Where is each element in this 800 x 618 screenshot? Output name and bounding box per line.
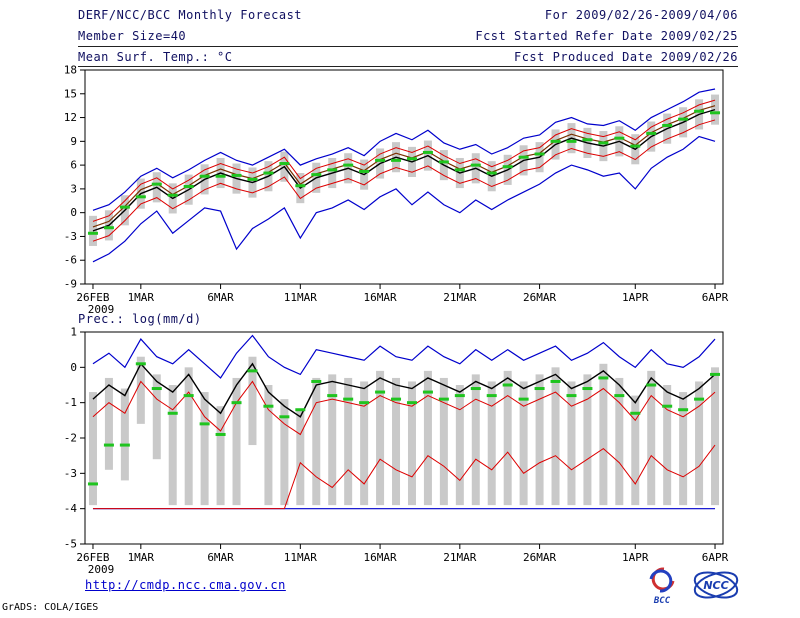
svg-text:2009: 2009 bbox=[88, 303, 115, 316]
svg-text:11MAR: 11MAR bbox=[284, 551, 317, 564]
svg-text:1: 1 bbox=[70, 326, 77, 339]
bcc-logo: BCC bbox=[638, 566, 686, 606]
svg-text:-1: -1 bbox=[64, 396, 77, 409]
svg-text:1MAR: 1MAR bbox=[128, 291, 155, 304]
svg-text:-5: -5 bbox=[64, 538, 77, 551]
svg-text:6MAR: 6MAR bbox=[207, 291, 234, 304]
ncc-logo-label: NCC bbox=[703, 579, 728, 592]
grads-credit: GrADS: COLA/IGES bbox=[2, 602, 99, 613]
page-title: DERF/NCC/BCC Monthly Forecast bbox=[78, 8, 303, 22]
svg-text:6: 6 bbox=[70, 159, 77, 172]
bcc-logo-label: BCC bbox=[653, 596, 671, 606]
svg-text:-2: -2 bbox=[64, 432, 77, 445]
svg-text:1APR: 1APR bbox=[622, 291, 649, 304]
bcc-logo-swirl-icon bbox=[649, 567, 675, 593]
ncc-logo-globe-icon: NCC bbox=[693, 571, 739, 599]
svg-text:1MAR: 1MAR bbox=[128, 551, 155, 564]
svg-text:12: 12 bbox=[64, 111, 77, 124]
svg-text:21MAR: 21MAR bbox=[443, 291, 476, 304]
svg-text:26FEB: 26FEB bbox=[76, 291, 109, 304]
svg-text:11MAR: 11MAR bbox=[284, 291, 317, 304]
svg-text:26MAR: 26MAR bbox=[523, 551, 556, 564]
svg-text:0: 0 bbox=[70, 206, 77, 219]
fcst-started-label: Fcst Started Refer Date 2009/02/25 bbox=[475, 29, 738, 43]
temperature-forecast-chart: -9 -6 -3 0 3 6 9 12 15 18 26FEB 1MAR 6MAR 11MAR 16MAR 2… bbox=[64, 64, 729, 317]
svg-text:26FEB: 26FEB bbox=[76, 551, 109, 564]
svg-text:21MAR: 21MAR bbox=[443, 551, 476, 564]
svg-text:2009: 2009 bbox=[88, 563, 115, 576]
cmdp-website-link[interactable]: http://cmdp.ncc.cma.gov.cn bbox=[85, 578, 286, 592]
svg-text:9: 9 bbox=[70, 135, 77, 148]
svg-text:6APR: 6APR bbox=[702, 291, 729, 304]
forecast-range: For 2009/02/26-2009/04/06 bbox=[544, 8, 738, 22]
svg-text:6APR: 6APR bbox=[702, 551, 729, 564]
svg-text:15: 15 bbox=[64, 87, 77, 100]
prec-chart-label: Prec.: log(mm/d) bbox=[78, 312, 202, 326]
svg-text:26MAR: 26MAR bbox=[523, 291, 556, 304]
svg-text:-9: -9 bbox=[64, 278, 77, 291]
fcst-produced-label: Fcst Produced Date 2009/02/26 bbox=[513, 50, 738, 64]
svg-text:18: 18 bbox=[64, 64, 77, 77]
member-size-label: Member Size=40 bbox=[78, 29, 187, 43]
temp-chart-label: Mean Surf. Temp.: °C bbox=[78, 50, 233, 64]
svg-text:16MAR: 16MAR bbox=[364, 291, 397, 304]
svg-text:1APR: 1APR bbox=[622, 551, 649, 564]
svg-text:6MAR: 6MAR bbox=[207, 551, 234, 564]
svg-text:3: 3 bbox=[70, 182, 77, 195]
svg-text:-4: -4 bbox=[64, 502, 78, 515]
svg-text:0: 0 bbox=[70, 361, 77, 374]
header-divider-2 bbox=[78, 66, 738, 67]
svg-text:-3: -3 bbox=[64, 230, 77, 243]
ncc-logo: NCC bbox=[690, 566, 742, 608]
svg-text:-6: -6 bbox=[64, 254, 77, 267]
precipitation-forecast-chart: -5 -4 -3 -2 -1 0 1 26FEB 1MAR 6MAR 11MAR 16MAR 21MAR… bbox=[64, 326, 729, 576]
svg-text:-3: -3 bbox=[64, 467, 77, 480]
svg-text:16MAR: 16MAR bbox=[364, 551, 397, 564]
header-divider-1 bbox=[78, 46, 738, 47]
